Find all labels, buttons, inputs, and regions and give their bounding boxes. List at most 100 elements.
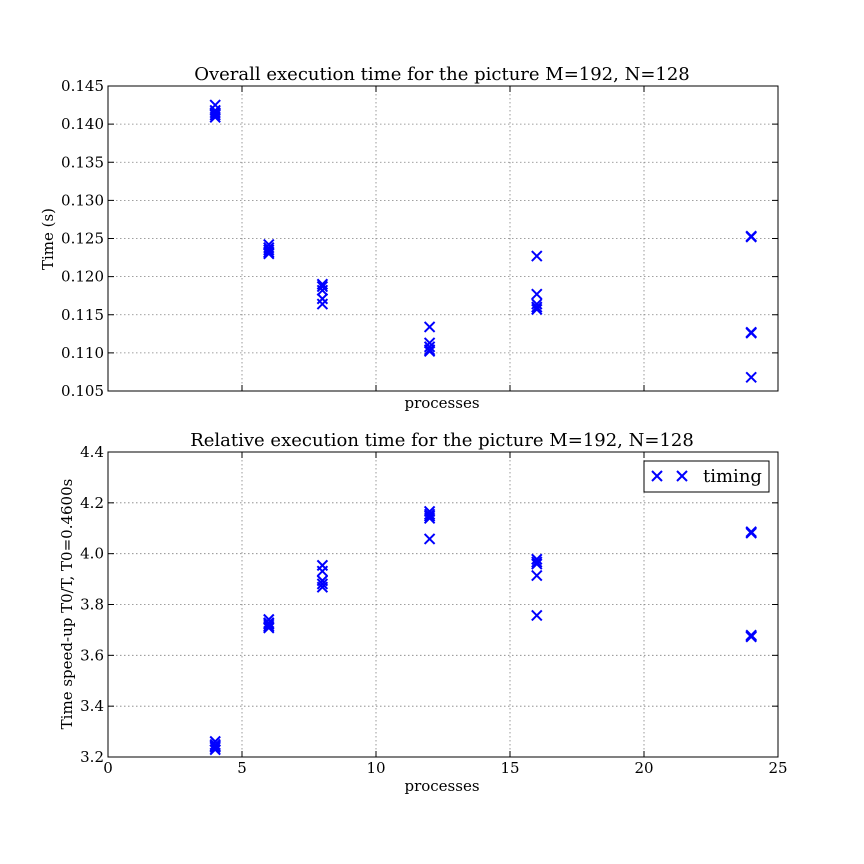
legend-frame (643, 460, 770, 493)
bottom-data-point-6-stroke-b (263, 617, 275, 629)
top-data-point-9-stroke-b (263, 248, 275, 260)
bottom-y-tick-label-2: 3.6 (80, 646, 104, 664)
legend-label: timing (703, 466, 762, 487)
bottom-data-points (209, 505, 757, 756)
top-y-tick-label-8: 0.145 (61, 77, 104, 95)
bottom-data-point-17-stroke-b (423, 510, 436, 522)
bottom-x-tick-label-3: 15 (500, 759, 519, 777)
bottom-data-point-18 (423, 512, 436, 525)
top-data-point-2-stroke-b (209, 106, 221, 119)
bottom-data-point-8 (263, 620, 275, 633)
bottom-data-point-17 (423, 510, 436, 522)
legend-marker-1-stroke-b (651, 470, 663, 482)
top-data-point-29 (745, 371, 757, 383)
bottom-data-point-16-stroke-b (423, 508, 436, 520)
top-data-point-3-stroke-b (209, 109, 221, 121)
bottom-data-point-7-stroke-b (263, 618, 275, 631)
top-data-point-19 (423, 345, 436, 358)
top-data-point-26 (745, 231, 757, 243)
top-y-tick-label-5: 0.130 (61, 191, 104, 209)
bottom-data-point-24-stroke-b (531, 609, 543, 622)
top-data-point-23-stroke-b (531, 301, 543, 313)
bottom-y-tick-label-1: 3.4 (80, 697, 104, 715)
bottom-data-point-4 (209, 743, 221, 756)
top-data-point-20 (531, 250, 543, 262)
top-data-point-20-stroke-b (531, 250, 543, 262)
top-data-point-11 (316, 280, 329, 293)
bottom-data-point-13-stroke-b (316, 578, 329, 590)
top-data-point-11-stroke-b (316, 280, 329, 293)
top-data-point-28-stroke-b (745, 327, 757, 339)
bottom-data-point-23 (531, 569, 543, 582)
top-data-point-29-stroke-b (745, 371, 757, 383)
bottom-y-tick-label-3: 3.8 (80, 596, 104, 614)
top-data-point-8 (263, 246, 275, 258)
top-data-point-12-stroke-b (316, 284, 329, 297)
bottom-data-point-29 (745, 631, 757, 643)
bottom-data-point-4-stroke-b (209, 743, 221, 756)
bottom-chart-title: Relative execution time for the picture … (190, 430, 694, 451)
bottom-y-tick-label-4: 4.0 (80, 545, 104, 563)
bottom-y-tick-label-6: 4.4 (80, 443, 104, 461)
top-data-point-12 (316, 284, 329, 297)
bottom-data-point-24 (531, 609, 543, 622)
top-data-point-23 (531, 301, 543, 313)
top-y-tick-label-1: 0.110 (61, 344, 104, 362)
top-data-point-7-stroke-b (263, 244, 275, 256)
bottom-data-point-29-stroke-b (745, 631, 757, 643)
bottom-data-point-14-stroke-b (316, 581, 329, 593)
bottom-data-point-8-stroke-b (263, 620, 275, 633)
top-data-point-9 (263, 248, 275, 260)
top-y-tick-label-0: 0.105 (61, 382, 104, 400)
bottom-subplot: Relative execution time for the picture … (58, 430, 788, 795)
bottom-data-point-21-stroke-b (531, 556, 543, 568)
bottom-data-point-26 (745, 527, 757, 539)
top-x-ticks (107, 86, 779, 391)
top-data-point-14-stroke-b (316, 298, 329, 310)
bottom-x-tick-label-4: 20 (634, 759, 653, 777)
top-data-point-21-stroke-b (531, 288, 543, 300)
top-y-tick-label-3: 0.120 (61, 268, 104, 286)
top-y-tick-label-6: 0.135 (61, 153, 104, 171)
bottom-x-tick-label-5: 25 (768, 759, 787, 777)
top-data-points (209, 99, 757, 383)
bottom-x-tick-label-2: 10 (366, 759, 385, 777)
top-data-point-7 (263, 244, 275, 256)
bottom-data-point-13 (316, 578, 329, 590)
bottom-data-point-9 (263, 622, 275, 634)
top-data-point-15 (423, 321, 436, 333)
legend-markers (651, 470, 688, 482)
bottom-data-point-3-stroke-b (209, 741, 221, 754)
top-data-point-4 (209, 111, 221, 123)
bottom-data-point-7 (263, 618, 275, 631)
bottom-data-point-20-stroke-b (531, 553, 543, 565)
top-data-point-8-stroke-b (263, 246, 275, 258)
bottom-data-point-1 (209, 738, 221, 751)
top-data-point-24 (531, 303, 543, 316)
bottom-y-tick-label-5: 4.2 (80, 494, 104, 512)
bottom-x-tick-label-1: 5 (237, 759, 247, 777)
top-data-point-19-stroke-b (423, 345, 436, 358)
top-data-point-2 (209, 106, 221, 119)
top-data-point-17 (423, 341, 436, 353)
bottom-data-point-21 (531, 556, 543, 568)
bottom-data-point-23-stroke-b (531, 569, 543, 582)
bottom-data-point-3 (209, 741, 221, 754)
bottom-data-point-11-stroke-b (316, 565, 329, 577)
bottom-data-point-19-stroke-b (423, 533, 436, 545)
top-data-point-28 (745, 327, 757, 339)
bottom-data-point-18-stroke-b (423, 512, 436, 525)
top-data-point-14 (316, 298, 329, 310)
top-subplot: Overall execution time for the picture M… (39, 64, 779, 412)
top-y-ticks: 0.105 0.110 0.115 0.120 0.125 0.130 0.135 0.140… (61, 77, 778, 400)
top-data-point-4-stroke-b (209, 111, 221, 123)
bottom-grid (108, 452, 778, 757)
bottom-y-axis-label: Time speed-up T0/T, T0=0.4600s (58, 479, 76, 730)
top-grid (108, 86, 778, 391)
top-y-tick-label-7: 0.140 (61, 115, 104, 133)
bottom-x-tick-label-0: 0 (103, 759, 113, 777)
legend: timing (643, 460, 770, 493)
top-chart-title: Overall execution time for the picture M… (194, 64, 690, 85)
